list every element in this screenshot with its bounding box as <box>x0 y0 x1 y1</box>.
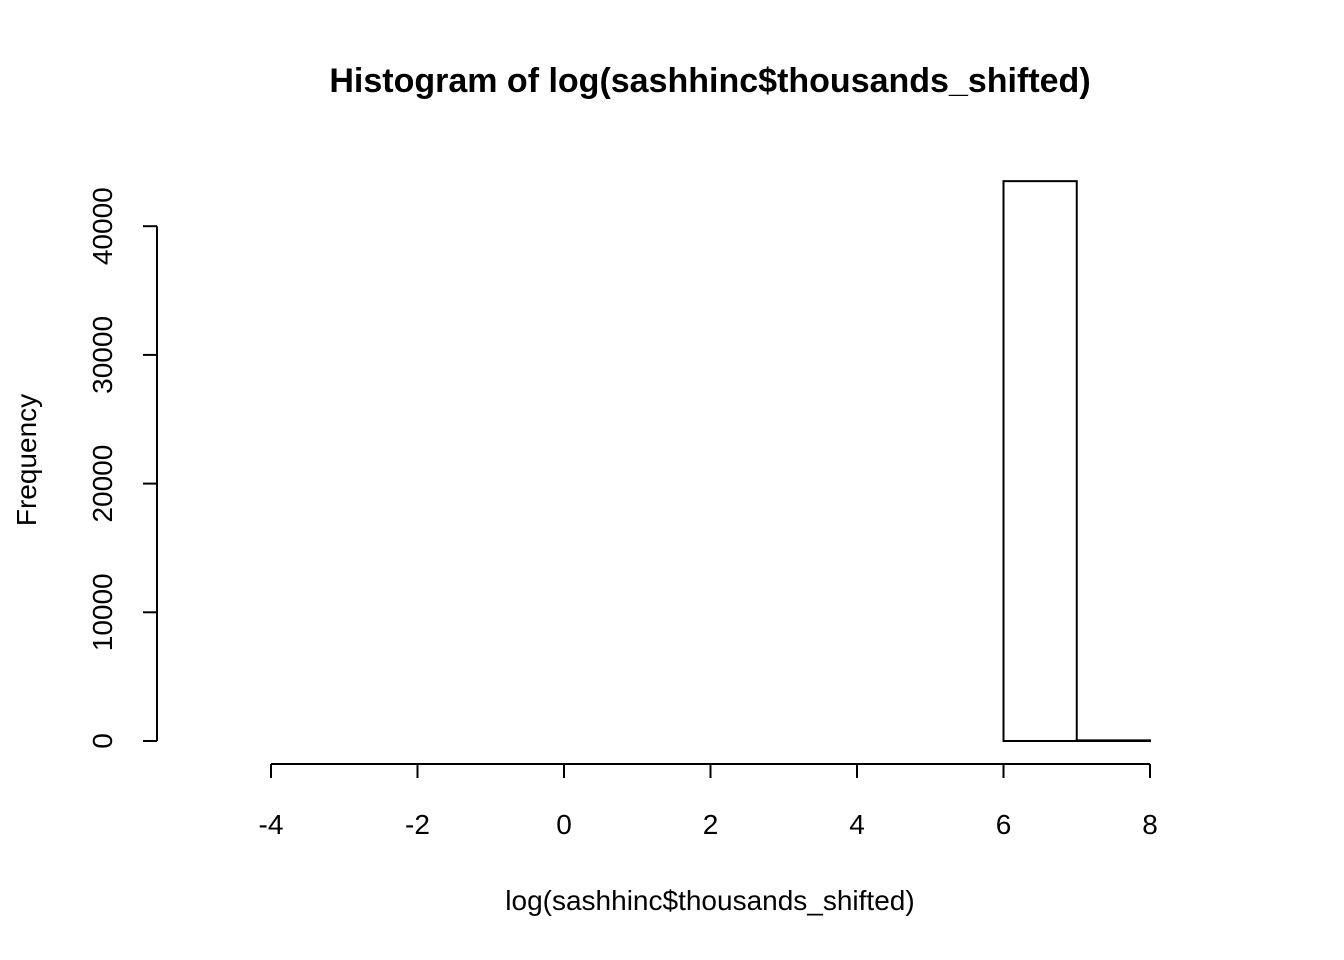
histogram-bars <box>1002 180 1151 743</box>
y-tick-label-1: 10000 <box>87 573 118 651</box>
x-tick-label-5: 6 <box>996 809 1012 840</box>
x-axis-label: log(sashhinc$thousands_shifted) <box>505 885 914 916</box>
x-axis: -4 -2 0 2 4 6 8 <box>259 763 1158 840</box>
x-tick-label-0: -4 <box>259 809 284 840</box>
x-tick-label-4: 4 <box>849 809 865 840</box>
histogram-bar-12 <box>1075 739 1151 743</box>
y-tick-label-4: 40000 <box>87 187 118 265</box>
chart-title: Histogram of log(sashhinc$thousands_shif… <box>329 62 1090 100</box>
y-tick-label-2: 20000 <box>87 445 118 523</box>
histogram-bar-11 <box>1002 180 1078 742</box>
x-tick-label-3: 2 <box>703 809 719 840</box>
y-axis: 0 10000 20000 30000 40000 <box>87 187 158 749</box>
x-tick-label-6: 8 <box>1142 809 1158 840</box>
x-tick-label-1: -2 <box>405 809 430 840</box>
y-tick-label-3: 30000 <box>87 316 118 394</box>
x-tick-label-2: 0 <box>556 809 572 840</box>
y-axis-label: Frequency <box>11 394 42 526</box>
y-tick-label-0: 0 <box>87 733 118 749</box>
